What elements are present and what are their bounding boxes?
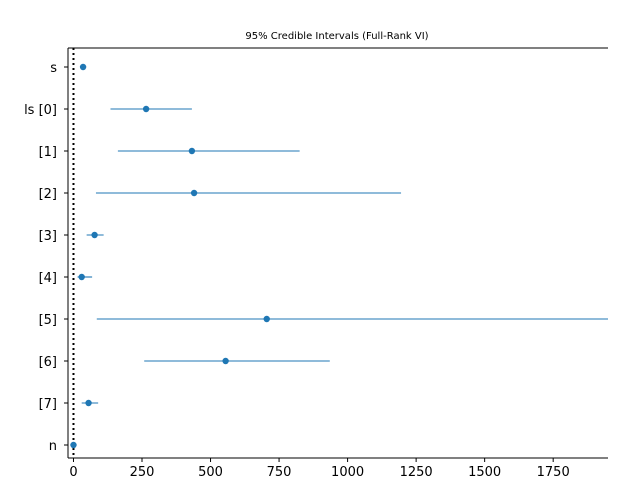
mean-point [190, 189, 198, 197]
mean-point [85, 399, 92, 407]
y-tick-label: ls [0] [24, 103, 57, 118]
y-tick-label: [2] [39, 187, 57, 202]
mean-point [263, 315, 270, 323]
x-tick-label: 1500 [468, 465, 501, 480]
x-tick-group: 0 250 500 750 1000 1250 1500 1750 [69, 458, 570, 480]
mean-point [188, 147, 196, 155]
y-tick-label: n [49, 439, 57, 454]
x-tick-label: 1250 [400, 465, 433, 480]
x-tick-label: 250 [130, 465, 155, 480]
y-tick-group: s ls [0] [1] [2] [3] [4] [5] [6] [7] n [24, 61, 68, 454]
y-tick-label: [1] [39, 145, 57, 160]
y-tick-label: [7] [39, 397, 57, 412]
chart-title: 95% Credible Intervals (Full-Rank VI) [245, 31, 428, 42]
y-tick-label: [4] [39, 271, 57, 286]
y-tick-label: [5] [39, 313, 57, 328]
x-tick-label: 0 [69, 465, 77, 480]
mean-point [78, 273, 85, 281]
mean-point [142, 105, 150, 113]
y-tick-label: [3] [39, 229, 57, 244]
x-tick-label: 750 [267, 465, 292, 480]
mean-point [70, 441, 77, 449]
y-tick-label: s [50, 61, 57, 76]
interval-group [70, 63, 608, 449]
x-tick-label: 1750 [537, 465, 570, 480]
mean-point [222, 357, 229, 365]
x-tick-label: 1000 [331, 465, 364, 480]
mean-point [79, 63, 87, 71]
mean-point [91, 231, 98, 239]
x-tick-label: 500 [198, 465, 223, 480]
y-tick-label: [6] [39, 355, 57, 370]
